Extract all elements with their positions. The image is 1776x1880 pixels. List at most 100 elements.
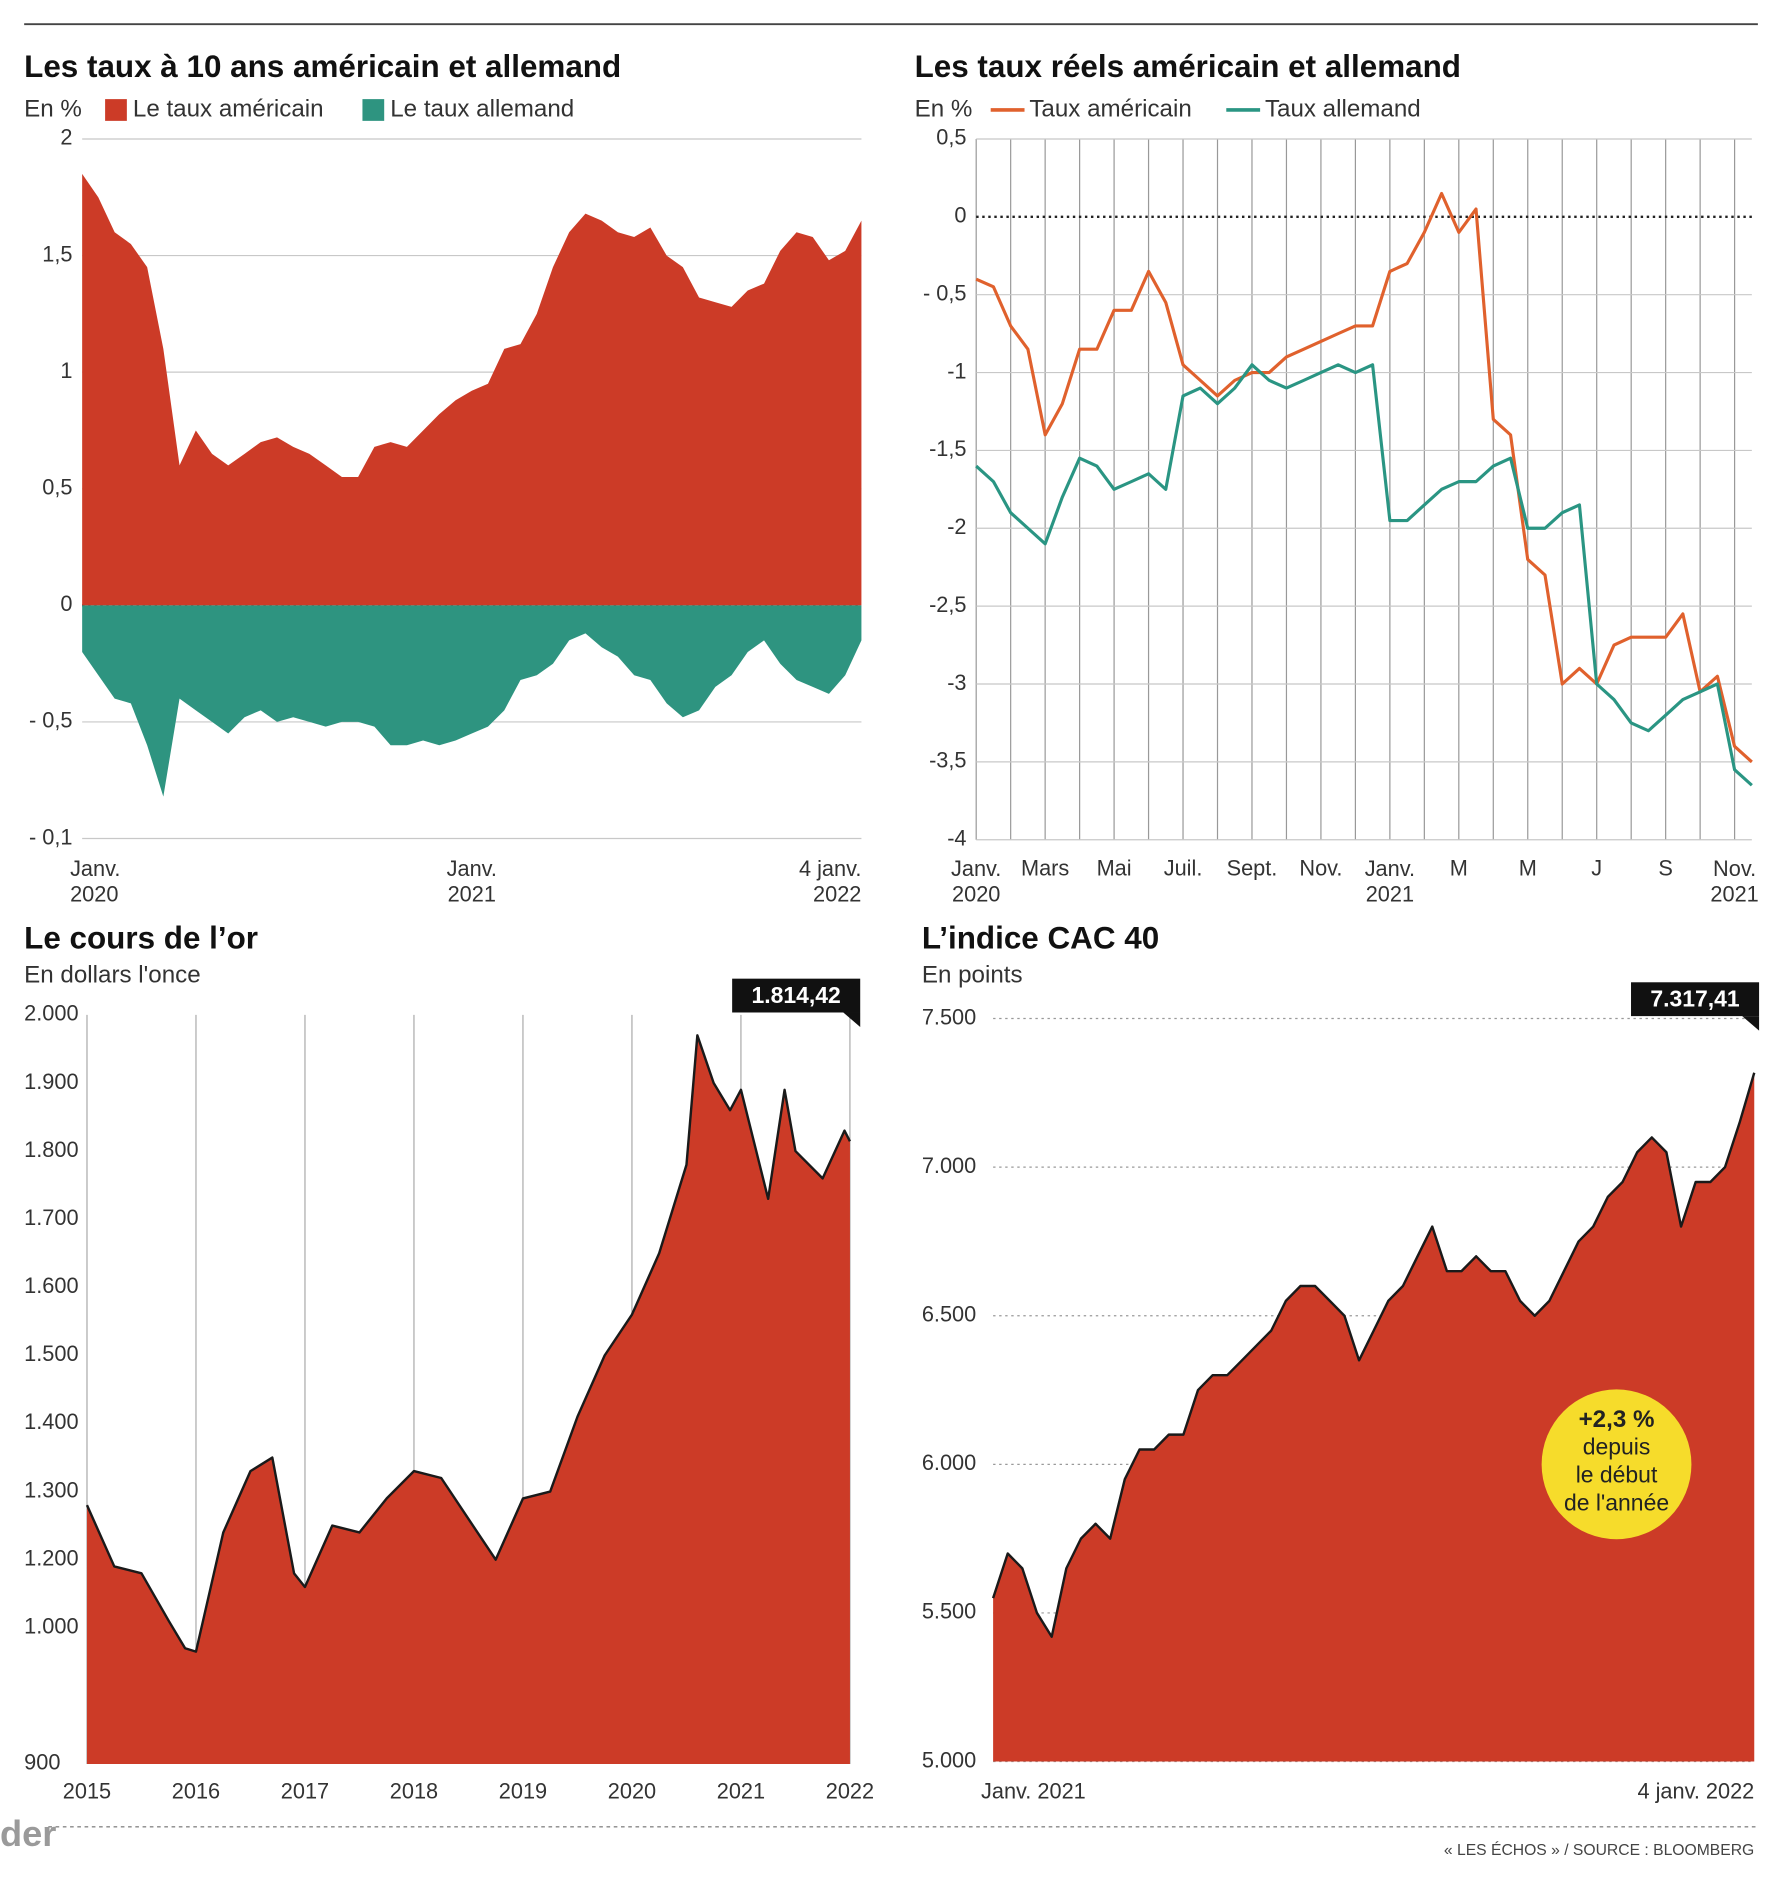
line bbox=[975, 363, 1753, 787]
y-tick-label: 5.500 bbox=[922, 1599, 976, 1624]
y-tick-label: 1.200 bbox=[24, 1545, 78, 1570]
label-line: Janv. bbox=[1365, 856, 1415, 881]
y-tick-label: 6.000 bbox=[922, 1450, 976, 1475]
x-tick-label: 2022 bbox=[826, 1779, 874, 1804]
chart-subtitle: En points bbox=[922, 962, 1023, 989]
x-tick-label: 2017 bbox=[281, 1779, 329, 1804]
annotation-pointer bbox=[843, 1012, 861, 1027]
annotation-box bbox=[1631, 982, 1760, 1017]
legend-swatch bbox=[362, 99, 385, 121]
area-outline bbox=[85, 1034, 852, 1653]
y-tick-label: 1.400 bbox=[24, 1409, 78, 1434]
chart-subtitle: En % bbox=[915, 95, 973, 122]
y-tick-label: - 0,5 bbox=[923, 280, 967, 305]
area bbox=[82, 605, 862, 797]
y-tick-label: 0,5 bbox=[42, 475, 72, 500]
label-line: Janv. bbox=[70, 856, 120, 881]
area-outline bbox=[991, 1072, 1756, 1638]
y-tick-label: 7.000 bbox=[922, 1153, 976, 1178]
legend-label: Taux américain bbox=[1029, 95, 1191, 122]
chart-subtitle: En % bbox=[24, 95, 82, 122]
label-line: Nov. bbox=[1713, 856, 1756, 881]
y-tick-label: -3 bbox=[947, 670, 966, 695]
badge-text: de l'année bbox=[1564, 1489, 1669, 1515]
y-tick-label: -2,5 bbox=[929, 592, 966, 617]
chart-title: Les taux à 10 ans américain et allemand bbox=[24, 49, 621, 84]
chart-title: Le cours de l’or bbox=[24, 920, 258, 955]
legend-label: Taux allemand bbox=[1265, 95, 1421, 122]
label-line: Janv. bbox=[951, 856, 1001, 881]
y-tick-label: 5.000 bbox=[922, 1747, 976, 1772]
y-tick-label: 1,5 bbox=[42, 241, 72, 266]
y-tick-label: 7.500 bbox=[922, 1004, 976, 1029]
y-tick-label: -1 bbox=[947, 358, 966, 383]
y-tick-label: 1.800 bbox=[24, 1137, 78, 1162]
label-line: 2020 bbox=[952, 881, 1000, 906]
watermark: der bbox=[0, 1813, 56, 1854]
y-tick-label: 1.000 bbox=[24, 1614, 78, 1639]
annotation-box bbox=[732, 978, 861, 1013]
y-tick-label: - 0,5 bbox=[29, 708, 72, 733]
badge-text: +2,3 % bbox=[1579, 1406, 1655, 1433]
x-tick-label: Mai bbox=[1097, 856, 1132, 881]
x-tick-label: M bbox=[1519, 856, 1537, 881]
y-tick-label: 1.700 bbox=[24, 1205, 78, 1230]
annotation-label: 1.814,42 bbox=[752, 982, 841, 1008]
area bbox=[86, 1035, 850, 1764]
x-tick-label: 4 janv. 2022 bbox=[799, 856, 861, 906]
x-tick-label: 2020 bbox=[608, 1779, 656, 1804]
label-line: 4 janv. bbox=[799, 856, 861, 881]
x-tick-label: Janv. 2020 bbox=[70, 856, 120, 906]
x-tick-label: M bbox=[1450, 856, 1468, 881]
x-tick-label: Mars bbox=[1021, 856, 1069, 881]
y-tick-label: - 0,1 bbox=[29, 824, 72, 849]
y-tick-label: -2 bbox=[947, 514, 966, 539]
x-tick-label: Janv. 2021 bbox=[447, 856, 497, 906]
legend-label: Le taux américain bbox=[133, 95, 324, 122]
y-tick-label: 0 bbox=[954, 203, 966, 228]
y-tick-label: 2.000 bbox=[24, 1001, 78, 1026]
x-tick-label: J bbox=[1591, 856, 1602, 881]
y-tick-label: 1 bbox=[60, 358, 72, 383]
x-tick-label: 2015 bbox=[63, 1779, 111, 1804]
y-tick-label: 2 bbox=[60, 125, 72, 150]
x-tick-label: Juil. bbox=[1164, 856, 1203, 881]
y-tick-label: 900 bbox=[24, 1750, 60, 1775]
x-tick-label: Janv. 2020 bbox=[951, 856, 1001, 906]
badge bbox=[1541, 1389, 1692, 1540]
y-tick-label: -1,5 bbox=[929, 436, 966, 461]
x-tick-label: 2021 bbox=[717, 1779, 765, 1804]
label-line: 2021 bbox=[1710, 881, 1758, 906]
y-tick-label: -4 bbox=[947, 825, 966, 850]
chart-title: Les taux réels américain et allemand bbox=[915, 49, 1461, 84]
y-tick-label: 1.500 bbox=[24, 1341, 78, 1366]
source: « LES ÉCHOS » / SOURCE : BLOOMBERG bbox=[1444, 1840, 1754, 1859]
badge-text: depuis bbox=[1583, 1434, 1651, 1460]
y-tick-label: 0 bbox=[60, 591, 72, 616]
label-line: 2021 bbox=[448, 881, 496, 906]
chart-title: L’indice CAC 40 bbox=[922, 920, 1159, 955]
label-line: 2022 bbox=[813, 881, 861, 906]
y-tick-label: 1.300 bbox=[24, 1477, 78, 1502]
y-tick-label: 0,5 bbox=[936, 125, 966, 150]
area bbox=[993, 1072, 1755, 1762]
label-line: 2021 bbox=[1366, 881, 1414, 906]
x-tick-label: 2018 bbox=[390, 1779, 438, 1804]
y-tick-label: 1.900 bbox=[24, 1069, 78, 1094]
chart-subtitle: En dollars l'once bbox=[24, 962, 200, 989]
x-tick-label: 2016 bbox=[172, 1779, 220, 1804]
annotation-label: 7.317,41 bbox=[1650, 985, 1740, 1011]
x-tick-label: Nov. 2021 bbox=[1710, 856, 1758, 906]
y-tick-label: 1.600 bbox=[24, 1273, 78, 1298]
y-tick-label: -3,5 bbox=[929, 748, 966, 773]
x-tick-label: Sept. bbox=[1227, 856, 1278, 881]
x-tick-label: Nov. bbox=[1299, 856, 1342, 881]
label-line: Janv. bbox=[447, 856, 497, 881]
badge-text: le début bbox=[1576, 1461, 1658, 1487]
legend-label: Le taux allemand bbox=[390, 95, 574, 122]
x-tick-label: S bbox=[1658, 856, 1673, 881]
x-tick-label: 4 janv. 2022 bbox=[1637, 1779, 1754, 1804]
line bbox=[975, 191, 1753, 764]
